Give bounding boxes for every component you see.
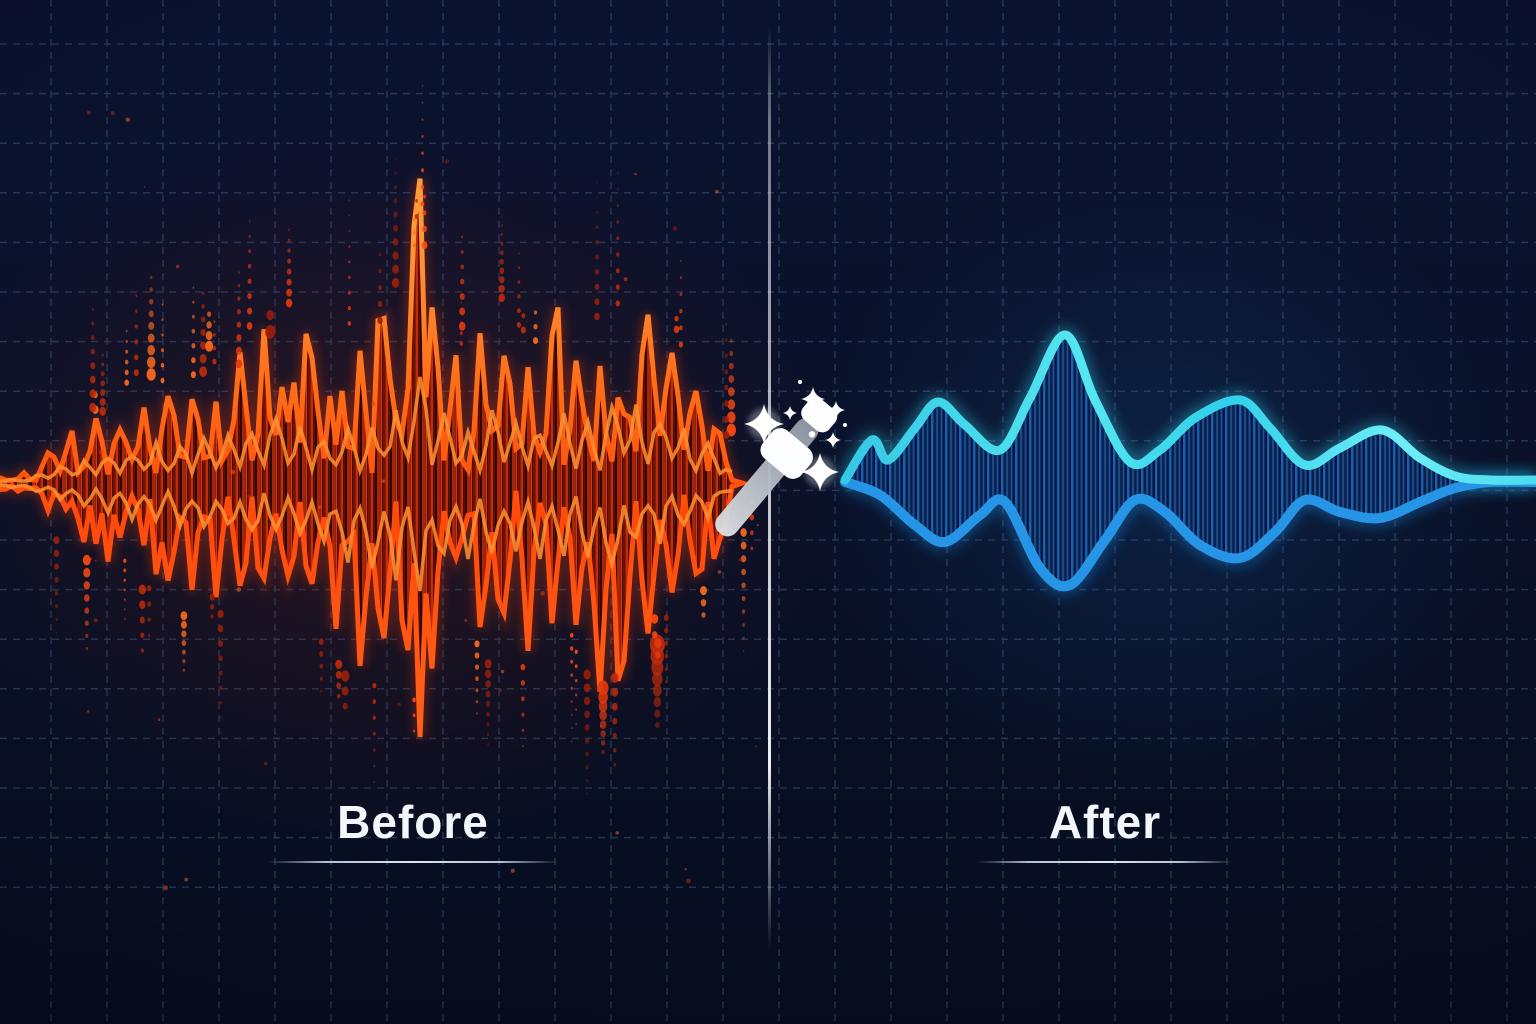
after-underline xyxy=(977,861,1233,863)
before-caption: Before xyxy=(267,799,559,863)
sparkle-icon xyxy=(825,432,841,448)
magic-wand-icon xyxy=(715,380,847,537)
after-label: After xyxy=(1048,796,1162,848)
before-label: Before xyxy=(337,796,489,848)
before-underline xyxy=(267,861,559,863)
after-caption: After xyxy=(977,799,1233,863)
sparkle-icon xyxy=(783,406,797,420)
